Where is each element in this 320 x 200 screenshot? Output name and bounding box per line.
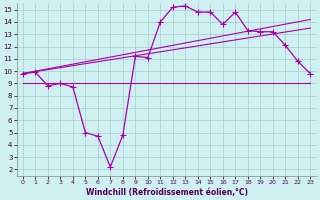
X-axis label: Windchill (Refroidissement éolien,°C): Windchill (Refroidissement éolien,°C) bbox=[85, 188, 248, 197]
